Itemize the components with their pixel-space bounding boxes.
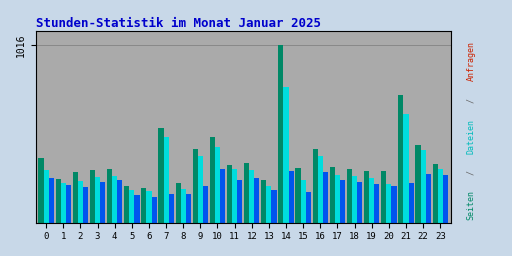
Bar bbox=[181, 189, 186, 223]
Bar bbox=[352, 176, 357, 223]
Bar bbox=[347, 169, 352, 223]
Bar bbox=[90, 170, 95, 223]
Bar bbox=[249, 170, 254, 223]
Bar bbox=[232, 169, 237, 223]
Bar bbox=[215, 147, 220, 223]
Bar bbox=[100, 182, 105, 223]
Bar bbox=[129, 190, 134, 223]
Bar bbox=[210, 137, 215, 223]
Bar bbox=[279, 45, 284, 223]
Text: Stunden-Statistik im Monat Januar 2025: Stunden-Statistik im Monat Januar 2025 bbox=[36, 17, 321, 29]
Bar bbox=[335, 175, 340, 223]
Bar bbox=[271, 190, 276, 223]
Bar bbox=[44, 170, 49, 223]
Bar bbox=[313, 150, 318, 223]
Text: /: / bbox=[466, 165, 476, 180]
Text: /: / bbox=[466, 93, 476, 108]
Bar bbox=[284, 87, 289, 223]
Bar bbox=[152, 197, 157, 223]
Bar bbox=[61, 183, 66, 223]
Bar bbox=[244, 163, 249, 223]
Bar bbox=[220, 169, 225, 223]
Bar bbox=[398, 95, 403, 223]
Bar bbox=[66, 185, 71, 223]
Bar bbox=[168, 194, 174, 223]
Bar bbox=[301, 180, 306, 223]
Bar bbox=[146, 191, 152, 223]
Bar bbox=[443, 175, 448, 223]
Bar bbox=[83, 187, 88, 223]
Bar bbox=[318, 156, 323, 223]
Bar bbox=[364, 171, 369, 223]
Bar bbox=[295, 168, 301, 223]
Bar bbox=[289, 171, 294, 223]
Bar bbox=[403, 114, 409, 223]
Bar bbox=[381, 171, 386, 223]
Bar bbox=[357, 182, 362, 223]
Bar bbox=[117, 180, 122, 223]
Bar bbox=[158, 129, 163, 223]
Bar bbox=[438, 169, 443, 223]
Bar bbox=[425, 174, 431, 223]
Bar bbox=[78, 181, 83, 223]
Bar bbox=[386, 184, 392, 223]
Bar bbox=[49, 178, 54, 223]
Bar bbox=[392, 186, 397, 223]
Bar bbox=[330, 167, 335, 223]
Bar bbox=[193, 150, 198, 223]
Bar bbox=[141, 188, 146, 223]
Bar bbox=[227, 165, 232, 223]
Bar bbox=[73, 172, 78, 223]
Bar bbox=[374, 184, 379, 223]
Bar bbox=[198, 155, 203, 223]
Bar bbox=[254, 178, 260, 223]
Bar bbox=[261, 180, 266, 223]
Text: Dateien: Dateien bbox=[466, 119, 476, 154]
Bar bbox=[409, 184, 414, 223]
Bar bbox=[323, 172, 328, 223]
Bar bbox=[203, 186, 208, 223]
Bar bbox=[134, 195, 139, 223]
Text: Anfragen: Anfragen bbox=[466, 41, 476, 81]
Bar bbox=[340, 180, 345, 223]
Bar bbox=[306, 192, 311, 223]
Bar bbox=[415, 145, 420, 223]
Bar bbox=[433, 164, 438, 223]
Bar bbox=[369, 178, 374, 223]
Bar bbox=[124, 186, 129, 223]
Bar bbox=[186, 194, 191, 223]
Bar bbox=[420, 150, 425, 223]
Bar bbox=[112, 176, 117, 223]
Bar bbox=[107, 169, 112, 223]
Bar bbox=[266, 186, 271, 223]
Bar bbox=[176, 183, 181, 223]
Bar bbox=[95, 177, 100, 223]
Bar bbox=[55, 179, 61, 223]
Text: Seiten: Seiten bbox=[466, 190, 476, 220]
Bar bbox=[237, 180, 242, 223]
Bar bbox=[163, 137, 168, 223]
Bar bbox=[38, 158, 44, 223]
